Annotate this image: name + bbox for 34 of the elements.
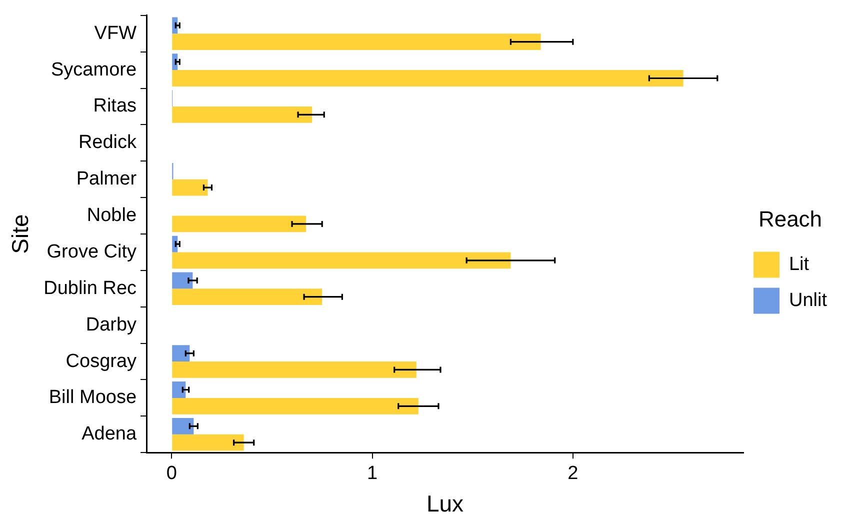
bar [172, 418, 194, 434]
x-tick-label: 0 [166, 463, 177, 484]
y-tick-label: Cosgray [66, 350, 138, 372]
bar [172, 362, 416, 378]
y-tick-label: VFW [94, 22, 137, 44]
x-tick-label: 1 [366, 463, 378, 484]
legend-title: Reach [758, 206, 822, 232]
y-tick-label: Adena [82, 424, 137, 445]
y-tick-label: Sycamore [51, 59, 137, 80]
bar [172, 288, 322, 306]
x-tick-label: 2 [568, 463, 578, 484]
bar [172, 345, 190, 362]
y-tick-label: Palmer [76, 168, 138, 190]
y-tick-label: Darby [86, 314, 138, 336]
y-tick-label: Bill Moose [48, 387, 137, 408]
y-tick-label: Dublin Rec [44, 278, 137, 299]
y-tick-label: Redick [78, 132, 138, 154]
y-axis-title: Site [7, 214, 34, 254]
bar [172, 216, 306, 232]
y-tick-label: Ritas [93, 96, 137, 117]
bar [172, 252, 511, 269]
bar [172, 70, 684, 86]
y-tick-label: Grove City [46, 241, 138, 262]
bar [172, 179, 208, 196]
legend-label: Lit [788, 254, 810, 275]
y-tick-label: Noble [86, 205, 137, 226]
bar [172, 272, 193, 289]
bar [172, 434, 244, 451]
bar [172, 34, 541, 50]
bar [172, 106, 312, 123]
bar [172, 398, 418, 414]
x-axis-title: Lux [426, 490, 464, 517]
bar [172, 382, 186, 398]
legend-label: Unlit [788, 290, 828, 311]
